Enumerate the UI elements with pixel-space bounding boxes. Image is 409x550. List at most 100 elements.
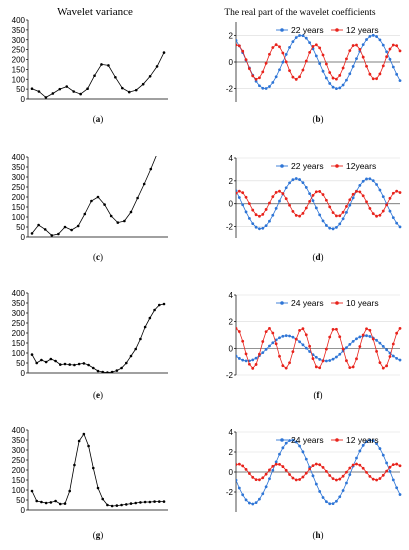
legend-swatch-marker (280, 301, 284, 305)
series-point (324, 76, 328, 80)
variance-point (35, 499, 39, 503)
series-point (378, 213, 382, 217)
series-point (328, 71, 332, 74)
series-point (328, 205, 332, 209)
variance-point (54, 499, 57, 503)
series-point (308, 467, 312, 471)
series-point (358, 190, 362, 194)
series-point (298, 75, 301, 79)
series-point (398, 493, 402, 496)
series-point (268, 326, 271, 330)
series-point (381, 195, 385, 199)
series-point (237, 330, 241, 333)
legend: 22 years 12years (276, 161, 376, 171)
series-point (288, 203, 291, 207)
series-point (398, 464, 402, 468)
series-point (268, 344, 271, 348)
variance-point (136, 196, 139, 200)
series-point (331, 502, 335, 506)
panel-label: (d) (312, 252, 323, 262)
variance-point (68, 363, 72, 366)
series-point (391, 342, 395, 346)
series-point (251, 366, 255, 370)
series-point (247, 202, 251, 206)
legend-swatch-marker (280, 438, 284, 442)
series-point (264, 472, 268, 476)
series-point (241, 191, 245, 195)
variance-line (31, 156, 157, 236)
variance-point (129, 502, 133, 505)
y-tick-label: 2 (229, 318, 234, 327)
y-tick-label: 2 (229, 31, 234, 40)
series-point (335, 214, 338, 218)
series-point (264, 208, 268, 211)
series-point (268, 52, 271, 56)
variance-point (30, 87, 34, 91)
y-tick-label: 400 (12, 16, 26, 25)
series-point (355, 57, 358, 61)
series-point (304, 186, 308, 189)
variance-point (51, 92, 55, 95)
series-point (261, 476, 265, 480)
variance-point (57, 232, 60, 236)
variance-point (73, 363, 76, 367)
series-point (391, 216, 395, 220)
variance-point (40, 500, 43, 504)
series-point (338, 495, 342, 499)
variance-point (149, 167, 153, 171)
series-point (331, 477, 335, 481)
series-point (385, 461, 389, 465)
series-point (294, 77, 298, 81)
series-point (368, 335, 372, 338)
series-point (291, 210, 295, 213)
series-point (358, 183, 362, 187)
series-point (274, 206, 278, 210)
y-tick-label: 350 (12, 26, 26, 35)
series-point (391, 191, 395, 195)
series-point (395, 356, 399, 360)
series-point (241, 339, 245, 343)
y-tick-label: 300 (12, 446, 26, 455)
variance-point (129, 210, 133, 214)
series-point (264, 61, 268, 65)
series-point (331, 85, 335, 89)
series-point (381, 64, 385, 68)
series-point (311, 199, 315, 203)
series-point (284, 468, 288, 472)
variance-point (153, 308, 156, 312)
series-point (247, 501, 251, 505)
series-point (358, 449, 362, 453)
legend-label: 10 years (346, 298, 379, 308)
series-point (318, 213, 322, 217)
series-point (304, 206, 308, 210)
series-point (331, 357, 335, 361)
series-point (351, 339, 355, 343)
variance-point (121, 86, 124, 90)
series-red (236, 462, 402, 482)
series-point (365, 334, 368, 338)
series-point (338, 335, 342, 339)
variance-point (35, 361, 39, 365)
series-point (328, 502, 332, 506)
series-point (361, 179, 365, 183)
series-point (298, 328, 301, 332)
y-tick-label: 4 (229, 154, 234, 163)
variance-point (124, 361, 128, 365)
y-tick-label: 50 (16, 223, 25, 232)
variance-point (134, 501, 138, 505)
series-point (368, 328, 372, 332)
series-point (365, 440, 368, 444)
series-point (355, 357, 358, 361)
series-point (301, 327, 305, 331)
legend-swatch-marker (335, 438, 339, 442)
y-tick-label: 200 (12, 466, 26, 475)
series-point (395, 462, 399, 466)
series-point (355, 456, 358, 460)
series-point (371, 477, 375, 481)
series-point (331, 76, 335, 80)
series-point (358, 345, 362, 348)
variance-point (120, 366, 123, 370)
series-point (331, 327, 335, 331)
panel-label: (b) (312, 114, 323, 124)
